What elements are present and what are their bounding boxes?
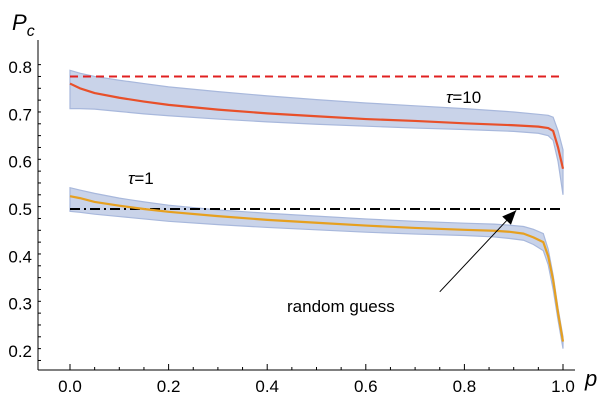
series-lines xyxy=(69,82,565,342)
series-label-2: τ=1 xyxy=(128,169,154,188)
annotation-arrow-head xyxy=(502,210,517,225)
x-tick-label: 0.0 xyxy=(58,377,82,396)
annotation-text: random guess xyxy=(287,297,395,316)
y-tick-label: 0.6 xyxy=(8,153,32,172)
series-label-symbol: τ xyxy=(446,88,454,107)
series-label-1: τ=10 xyxy=(446,88,481,107)
y-axis-title-subscript: c xyxy=(27,23,35,40)
y-tick-label: 0.4 xyxy=(8,247,32,266)
series-label-value: =1 xyxy=(134,169,153,188)
x-tick-label: 1.0 xyxy=(551,377,575,396)
y-axis-title: Pc xyxy=(12,10,35,40)
band-series-1 xyxy=(69,69,564,195)
series-label-symbol: τ xyxy=(128,169,136,188)
x-tick-label: 0.8 xyxy=(453,377,477,396)
x-axis-title: p xyxy=(584,366,597,391)
x-tick-label: 0.6 xyxy=(354,377,378,396)
y-tick-label: 0.7 xyxy=(8,105,32,124)
y-tick-label: 0.8 xyxy=(8,58,32,77)
x-tick-label: 0.4 xyxy=(255,377,279,396)
axes: 0.0 0.2 0.4 0.6 0.8 1.0 0.2 0.3 0.4 0.5 0.6 0.7 0.8 P… xyxy=(8,10,597,396)
series-line-2 xyxy=(69,195,565,342)
series-line-1 xyxy=(69,82,565,170)
x-tick-label: 0.2 xyxy=(157,377,181,396)
series-label-value: =10 xyxy=(452,88,481,107)
y-tick-label: 0.3 xyxy=(8,295,32,314)
band-series-2 xyxy=(69,186,564,349)
annotation-arrow-shaft xyxy=(439,210,517,293)
y-tick-label: 0.2 xyxy=(8,342,32,361)
y-tick-label: 0.5 xyxy=(8,200,32,219)
